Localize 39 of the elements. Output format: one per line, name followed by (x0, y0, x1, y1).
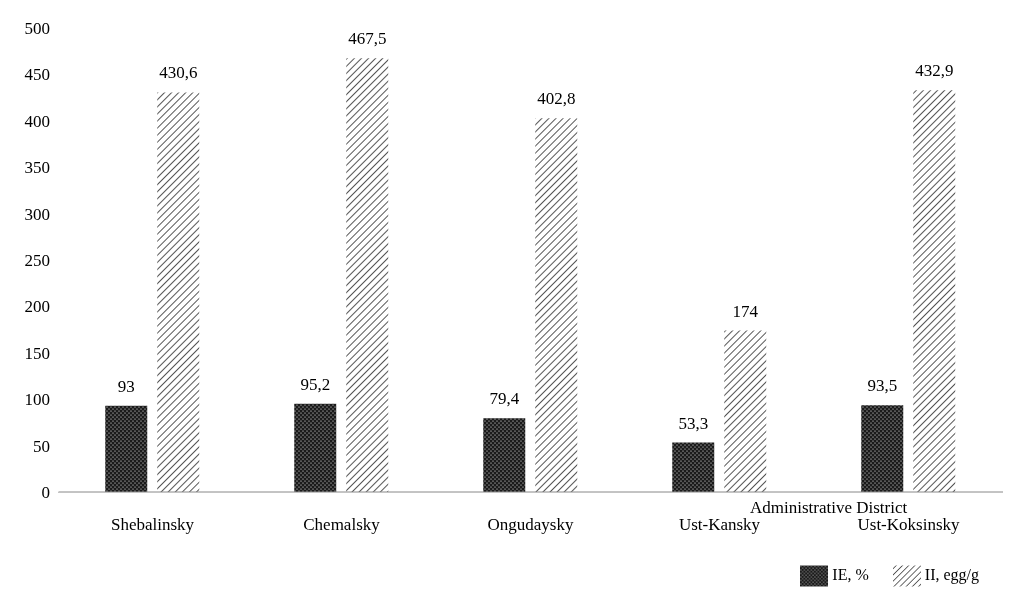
bar (157, 92, 200, 492)
bar (724, 330, 767, 492)
y-tick-label: 400 (24, 111, 50, 131)
x-tick-label: Chemalsky (303, 515, 381, 535)
data-label: 95,2 (300, 374, 331, 394)
bar (294, 403, 337, 492)
x-tick-label: Ongudaysky (487, 515, 574, 535)
x-tick-label: Ust-Koksinsky (857, 515, 960, 535)
y-tick-label: 0 (41, 483, 50, 503)
data-label: 53,3 (678, 413, 709, 433)
bar (672, 442, 715, 492)
y-tick-label: 150 (24, 343, 50, 363)
y-tick-label: 300 (24, 204, 50, 224)
bar (535, 118, 578, 492)
y-tick-label: 250 (24, 251, 50, 271)
y-tick-label: 450 (24, 65, 50, 85)
y-tick-label: 200 (24, 297, 50, 317)
data-label: 174 (732, 301, 759, 321)
bar (105, 405, 148, 492)
data-label: 93,5 (867, 376, 898, 396)
legend-label: II, egg/g (924, 565, 979, 583)
y-tick-label: 50 (33, 436, 50, 456)
y-tick-label: 500 (24, 19, 50, 39)
x-tick-label: Ust-Kansky (678, 515, 761, 535)
data-label: 432,9 (915, 61, 954, 81)
data-label: 430,6 (159, 63, 198, 83)
data-label: 93 (117, 376, 135, 396)
y-tick-label: 350 (24, 158, 50, 178)
data-label: 467,5 (348, 29, 387, 49)
data-label: 402,8 (537, 89, 576, 109)
bar (346, 58, 389, 492)
x-tick-label: Shebalinsky (110, 515, 195, 535)
bar (483, 418, 526, 492)
y-tick-label: 100 (24, 390, 50, 410)
bar (913, 90, 956, 492)
bar (861, 405, 904, 492)
data-label: 79,4 (489, 389, 520, 409)
x-axis-title: Administrative District (750, 498, 908, 518)
legend-label: IE, % (832, 565, 869, 583)
